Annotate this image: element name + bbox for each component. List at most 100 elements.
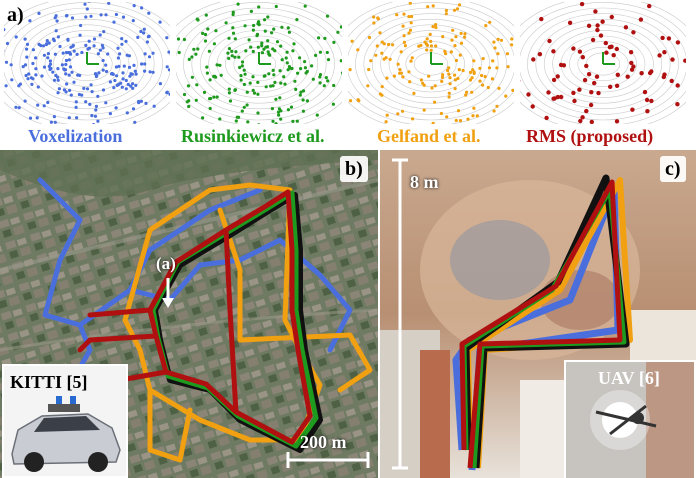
sample-point: [105, 69, 109, 74]
sample-point: [76, 73, 80, 77]
sample-point: [67, 116, 71, 120]
sample-point: [47, 64, 51, 68]
sample-point: [185, 100, 189, 104]
sample-point: [271, 84, 275, 88]
sample-point: [468, 70, 473, 74]
sample-point: [143, 52, 147, 56]
sample-point: [510, 43, 514, 47]
sample-point: [539, 16, 544, 22]
sample-point: [117, 64, 121, 68]
sample-point: [305, 99, 309, 103]
scan-ring: [183, 13, 335, 115]
sample-point: [206, 27, 210, 31]
sample-point: [70, 16, 75, 20]
sample-point: [367, 35, 372, 40]
sample-point: [447, 72, 451, 76]
sample-point: [54, 29, 58, 33]
sample-point: [401, 75, 405, 79]
scan-ring: [552, 30, 654, 98]
sample-point: [454, 118, 458, 123]
sample-point: [470, 76, 474, 80]
sample-point: [555, 74, 560, 79]
sample-point: [588, 102, 594, 108]
sample-point: [447, 66, 451, 70]
sample-point: [398, 68, 402, 72]
sample-point: [80, 50, 84, 55]
sample-point: [115, 74, 119, 78]
sample-point: [471, 68, 475, 72]
sample-point: [23, 99, 27, 103]
sample-point: [84, 100, 88, 104]
sample-point: [143, 69, 147, 73]
sample-point: [629, 60, 634, 66]
sample-point: [53, 120, 57, 124]
sample-point: [267, 52, 271, 56]
sample-point: [74, 105, 78, 109]
sample-point: [37, 42, 41, 47]
sample-point: [139, 29, 143, 34]
sample-point: [584, 108, 589, 114]
sample-point: [51, 70, 55, 74]
trajectory-rusinkiewicz: [150, 190, 319, 449]
sample-point: [85, 7, 89, 11]
sample-point: [90, 114, 94, 118]
sample-point: [299, 90, 303, 94]
sample-point: [203, 32, 208, 37]
scan-ring: [4, 2, 170, 124]
sample-point: [488, 20, 492, 24]
sample-point: [465, 90, 469, 94]
sample-point: [561, 63, 567, 68]
sample-point: [212, 95, 216, 99]
sample-point: [121, 15, 126, 19]
scan-ring: [355, 13, 507, 115]
sample-point: [481, 57, 485, 61]
sample-point: [278, 69, 282, 73]
sample-point: [78, 33, 82, 37]
sample-point: [132, 63, 136, 67]
sample-point: [251, 28, 255, 32]
sample-point: [277, 113, 281, 117]
sample-point: [399, 71, 403, 75]
sample-point: [385, 113, 389, 117]
sample-point: [425, 37, 429, 41]
sample-point: [409, 21, 413, 25]
sample-point: [194, 52, 198, 56]
sample-point: [311, 77, 315, 81]
sample-point: [669, 78, 674, 84]
sample-point: [35, 116, 39, 120]
sample-point: [240, 64, 244, 68]
sample-point: [683, 58, 686, 63]
sample-point: [142, 27, 146, 31]
sample-point: [239, 78, 243, 82]
sample-point: [324, 76, 328, 80]
sample-point: [595, 27, 600, 33]
sample-point: [237, 55, 241, 59]
sample-point: [433, 84, 437, 88]
sample-point: [46, 100, 50, 105]
sample-point: [124, 87, 128, 91]
sample-point: [247, 38, 251, 42]
sample-point: [336, 30, 340, 34]
sample-point: [649, 69, 654, 74]
sample-point: [331, 102, 335, 106]
sample-point: [126, 82, 130, 87]
sample-point: [357, 99, 361, 103]
sample-point: [264, 85, 268, 89]
sample-point: [114, 12, 118, 17]
sample-point: [571, 46, 576, 51]
height-bar-label: 8 m: [410, 172, 439, 192]
sample-point: [245, 103, 249, 107]
sample-point: [122, 64, 126, 68]
scan-ring: [527, 13, 679, 115]
sample-point: [125, 111, 129, 115]
sample-point: [299, 67, 303, 71]
panel-b-map: (a) 200 m b) KITTI [5]: [0, 150, 378, 478]
sample-point: [472, 59, 476, 63]
sample-point: [504, 94, 508, 98]
sample-point: [431, 4, 435, 8]
sample-point: [234, 119, 238, 123]
sample-point: [551, 49, 556, 54]
sample-point: [430, 86, 434, 90]
sample-point: [447, 91, 451, 95]
sample-point: [615, 72, 620, 78]
